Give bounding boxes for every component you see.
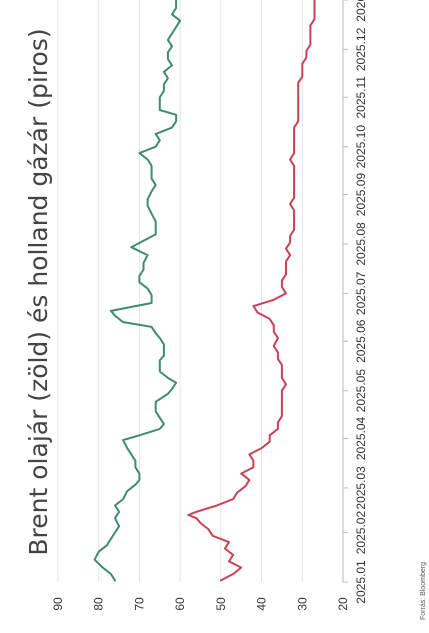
series-line-gas	[187, 0, 316, 582]
x-tick-label: 2025.09	[354, 173, 368, 217]
chart-source: Forrás: Bloomberg	[420, 562, 427, 620]
series-line-brent	[93, 0, 182, 582]
series-layer	[93, 0, 316, 582]
x-tick-label: 2025.01	[354, 560, 368, 604]
x-tick-label: 2025.05	[354, 369, 368, 413]
x-tick-label: 2025.06	[354, 319, 368, 363]
x-tick-label: 2025.10	[354, 125, 368, 169]
y-tick-label: 70	[132, 597, 146, 611]
x-tick-label: 2025.11	[354, 76, 368, 119]
x-tick-label: 2025.12	[354, 27, 368, 71]
x-tick-label: 2025.03	[354, 466, 368, 510]
y-tick-label: 60	[173, 597, 187, 611]
x-tick-label: 2025.02	[354, 511, 368, 555]
x-tick-label: 2025.07	[354, 271, 368, 315]
x-tick-label: 2026.01	[354, 0, 368, 22]
y-tick-label: 80	[92, 597, 106, 611]
chart-title: Brent olajár (zöld) és holland gázár (pi…	[24, 28, 53, 555]
y-tick-label: 90	[51, 597, 65, 611]
x-tick-label: 2025.04	[354, 416, 368, 460]
y-tick-label: 20	[336, 597, 350, 611]
y-tick-label: 30	[295, 597, 309, 611]
y-tick-label: 50	[214, 597, 228, 611]
x-tick-label: 2025.08	[354, 222, 368, 266]
y-tick-label: 40	[255, 597, 269, 611]
